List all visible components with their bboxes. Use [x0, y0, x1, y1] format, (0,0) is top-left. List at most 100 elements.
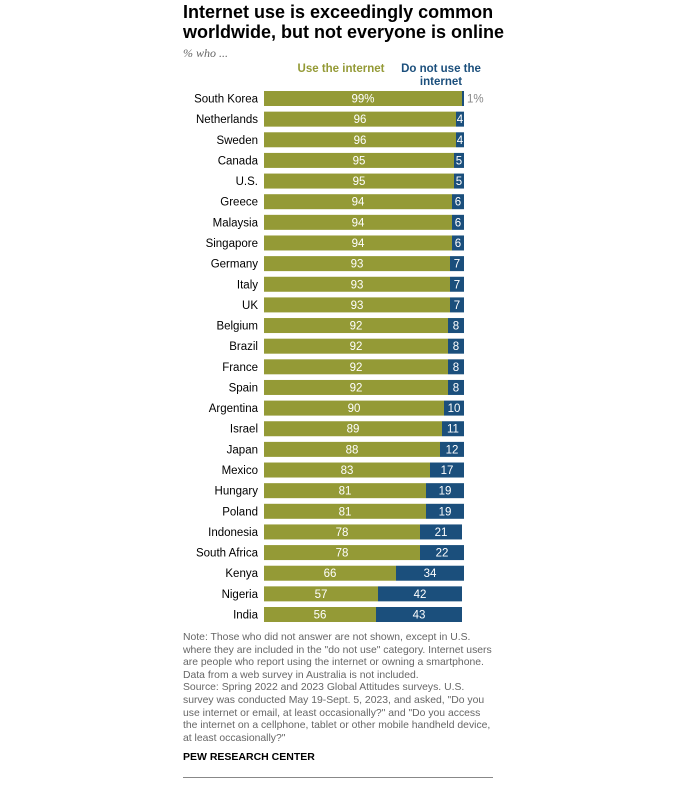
value-label-use: 88 [346, 444, 359, 456]
bar-use [264, 338, 448, 354]
value-label-not-use: 4 [457, 114, 464, 126]
bar-not-use [448, 318, 464, 334]
bar-use [264, 276, 450, 292]
bar-not-use [450, 297, 464, 313]
value-label-not-use: 8 [453, 341, 459, 353]
bar-not-use [456, 132, 464, 148]
value-label-not-use: 6 [455, 197, 461, 209]
value-label-not-use: 21 [435, 527, 448, 539]
category-label: Canada [218, 155, 259, 167]
value-label-use: 96 [354, 135, 367, 147]
bar-not-use [420, 545, 464, 561]
bar-use [264, 173, 454, 189]
category-label: South Korea [194, 94, 259, 106]
value-label-not-use: 42 [414, 589, 427, 601]
value-label-use: 81 [339, 486, 352, 498]
category-label: Mexico [222, 465, 258, 477]
bar-use [264, 607, 376, 622]
value-label-not-use: 6 [455, 217, 461, 229]
category-label: Israel [230, 424, 258, 436]
bar-use [264, 256, 450, 272]
bar-not-use [450, 276, 464, 292]
value-label-use: 92 [350, 382, 363, 394]
bar-use [264, 503, 426, 519]
bar-not-use [430, 462, 464, 478]
value-label-not-use: 17 [441, 465, 454, 477]
value-label-not-use: 1% [467, 94, 484, 106]
value-label-not-use: 8 [453, 362, 459, 374]
value-label-use: 89 [347, 424, 360, 436]
value-label-not-use: 8 [453, 382, 459, 394]
bar-use [264, 421, 442, 437]
bar-not-use [396, 565, 464, 581]
bar-use [264, 441, 440, 457]
bar-use [264, 359, 448, 375]
value-label-use: 81 [339, 506, 352, 518]
bar-use [264, 214, 452, 230]
value-label-not-use: 19 [439, 486, 452, 498]
bar-use [264, 586, 378, 602]
value-label-use: 93 [351, 259, 364, 271]
category-label: Belgium [216, 321, 258, 333]
bar-not-use [454, 173, 464, 189]
value-label-use: 94 [352, 217, 365, 229]
value-label-not-use: 7 [454, 259, 460, 271]
value-label-use: 56 [314, 610, 327, 622]
value-label-use: 90 [348, 403, 361, 415]
bar-use [264, 565, 396, 581]
bar-not-use [452, 235, 464, 251]
bar-use [264, 545, 420, 561]
bar-not-use [448, 379, 464, 395]
bar-not-use [444, 400, 464, 416]
category-label: Hungary [215, 486, 259, 498]
category-label: Malaysia [213, 217, 259, 229]
category-label: Italy [237, 279, 258, 291]
value-label-use: 57 [315, 589, 328, 601]
category-label: Poland [222, 506, 258, 518]
bar-use [264, 462, 430, 478]
bar-not-use [452, 194, 464, 210]
value-label-use: 78 [336, 548, 349, 560]
bar-use [264, 152, 454, 168]
value-label-use: 92 [350, 362, 363, 374]
value-label-use: 94 [352, 197, 365, 209]
value-label-use: 92 [350, 321, 363, 333]
category-label: Argentina [209, 403, 259, 415]
legend-use: Use the internet [297, 63, 385, 75]
bar-not-use [440, 441, 464, 457]
category-label: Kenya [225, 568, 258, 580]
value-label-not-use: 11 [447, 424, 459, 436]
value-label-not-use: 22 [436, 548, 449, 560]
bar-not-use [420, 524, 462, 540]
header: Internet use is exceedingly common world… [183, 2, 513, 60]
value-label-use: 93 [351, 300, 364, 312]
bar-use [264, 483, 426, 499]
value-label-not-use: 34 [424, 568, 437, 580]
category-label: Netherlands [196, 114, 258, 126]
chart-title: Internet use is exceedingly common world… [183, 2, 505, 42]
category-label: U.S. [236, 176, 258, 188]
value-label-use: 92 [350, 341, 363, 353]
category-label: France [222, 362, 258, 374]
bar-use [264, 235, 452, 251]
value-label-not-use: 7 [454, 300, 460, 312]
category-label: Indonesia [208, 527, 258, 539]
category-label: India [233, 610, 259, 622]
category-label: Germany [211, 259, 259, 271]
notes: Note: Those who did not answer are not s… [183, 632, 495, 745]
category-label: Japan [227, 444, 258, 456]
bar-not-use [454, 152, 464, 168]
category-label: Sweden [216, 135, 258, 147]
bar-use [264, 297, 450, 313]
chart-subtitle: % who ... [183, 46, 228, 60]
category-label: UK [242, 300, 258, 312]
value-label-not-use: 8 [453, 321, 459, 333]
bar-not-use [426, 483, 464, 499]
value-label-not-use: 43 [413, 610, 426, 622]
bar-not-use [448, 359, 464, 375]
bar-use [264, 318, 448, 334]
value-label-use: 95 [353, 155, 366, 167]
category-label: Singapore [206, 238, 258, 250]
bar-not-use [378, 586, 462, 602]
bar-use [264, 194, 452, 210]
